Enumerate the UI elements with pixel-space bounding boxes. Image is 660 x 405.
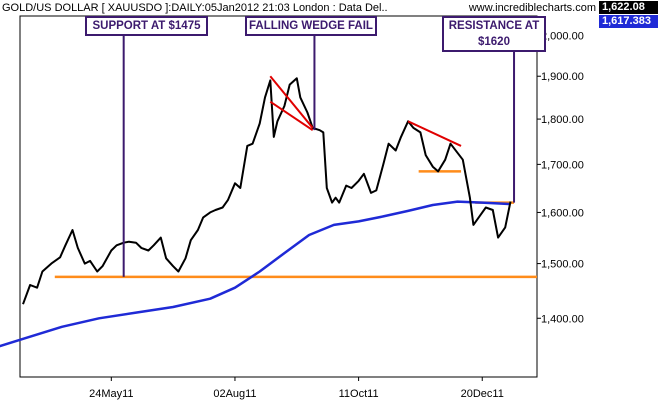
x-tick-label: 20Dec11 bbox=[461, 388, 504, 400]
resistance-annotation: RESISTANCE AT $1620 bbox=[442, 16, 546, 52]
resistance-annotation-line2: $1620 bbox=[478, 36, 510, 48]
y-tick-label: 1,500.00 bbox=[541, 259, 584, 271]
support-annotation-text: SUPPORT AT $1475 bbox=[92, 20, 201, 32]
y-tick-label: 2,000.00 bbox=[541, 31, 584, 43]
moving-average-line bbox=[0, 200, 511, 348]
wedge-trend-line-2 bbox=[269, 100, 314, 131]
wedge-annotation-text: FALLING WEDGE FAIL bbox=[249, 20, 373, 32]
y-tick-label: 1,800.00 bbox=[541, 114, 584, 126]
y-tick-label: 1,400.00 bbox=[541, 313, 584, 325]
resistance-annotation-line1: RESISTANCE AT bbox=[448, 20, 540, 32]
gold-price-line bbox=[22, 77, 512, 305]
moving-average-badge: 1,617.383 bbox=[599, 15, 658, 28]
chart-title: GOLD/US DOLLAR [ XAUUSDO ]:DAILY:05Jan20… bbox=[2, 2, 388, 14]
x-tick-label: 11Oct11 bbox=[339, 388, 379, 400]
y-tick-label: 1,900.00 bbox=[541, 71, 584, 83]
support-annotation: SUPPORT AT $1475 bbox=[85, 16, 208, 36]
site-url: www.incrediblecharts.com bbox=[468, 2, 596, 14]
y-tick-label: 1,700.00 bbox=[541, 159, 584, 171]
y-tick-label: 1,600.00 bbox=[541, 207, 584, 219]
last-price-badge: 1,622.08 bbox=[599, 1, 658, 14]
x-tick-label: 02Aug11 bbox=[213, 388, 256, 400]
wedge-trend-line-3 bbox=[407, 120, 462, 147]
x-tick-label: 24May11 bbox=[89, 388, 133, 400]
wedge-trend-line-1 bbox=[269, 75, 314, 129]
wedge-annotation: FALLING WEDGE FAIL bbox=[245, 16, 377, 36]
